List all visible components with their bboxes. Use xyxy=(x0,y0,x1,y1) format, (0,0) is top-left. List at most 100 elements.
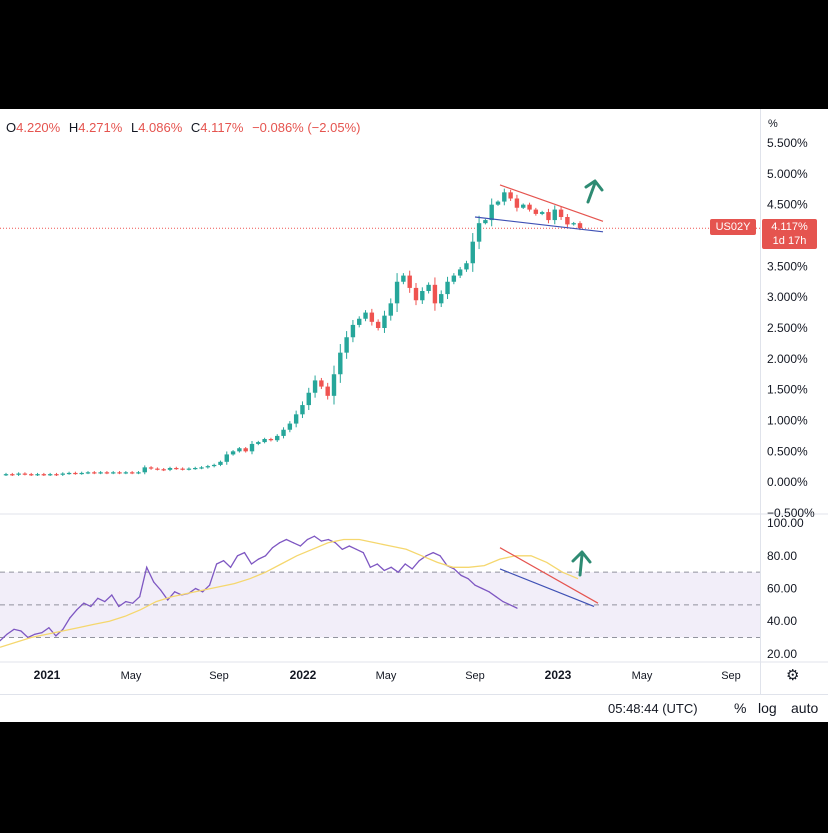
candle-body xyxy=(558,209,564,217)
time-axis-label: Sep xyxy=(465,670,485,682)
ohlc-legend: O4.220% H4.271% L4.086% C4.117% −0.086% … xyxy=(6,120,360,135)
candle-body xyxy=(180,468,185,470)
rsi-point xyxy=(0,640,1,642)
candle-body xyxy=(331,374,337,396)
candle-body xyxy=(98,472,103,474)
rsi-point xyxy=(146,566,148,568)
rsi-point xyxy=(83,602,85,604)
rsi-point xyxy=(69,617,71,619)
symbol-tag[interactable]: US02Y xyxy=(710,219,756,235)
candle-body xyxy=(161,469,166,471)
candle-body xyxy=(457,269,463,276)
log-scale-button[interactable]: log xyxy=(758,700,777,716)
candle-body xyxy=(439,294,444,304)
candle-body xyxy=(256,442,261,444)
rsi-point xyxy=(76,609,78,611)
rsi-point xyxy=(292,542,295,544)
candle-body xyxy=(193,467,198,470)
candle-body xyxy=(205,466,211,468)
open-label: O xyxy=(6,120,17,135)
rsi-tick-label: 80.00 xyxy=(767,549,797,563)
rsi-point xyxy=(411,568,413,570)
candle-body xyxy=(287,423,293,430)
rsi-resistance-trendline xyxy=(499,547,599,604)
rsi-point xyxy=(202,591,204,593)
candle-body xyxy=(136,472,141,474)
candle-body xyxy=(281,429,286,436)
rsi-point xyxy=(460,574,462,577)
rsi-point xyxy=(495,596,497,598)
last-price-value: 4.117% xyxy=(771,221,808,233)
candle-body xyxy=(66,472,72,475)
rsi-point xyxy=(90,605,92,608)
candle-body xyxy=(85,472,91,474)
candle-body xyxy=(306,392,311,406)
candle-body xyxy=(476,223,482,242)
price-tick-label: 3.500% xyxy=(767,259,808,273)
candle-body xyxy=(495,201,501,205)
rsi-point xyxy=(271,547,274,549)
time-axis-label: May xyxy=(376,670,397,682)
candle-body xyxy=(224,454,229,462)
rsi-point xyxy=(425,555,427,557)
rsi-point xyxy=(334,542,336,544)
price-tick-label: 0.500% xyxy=(767,444,808,458)
candle-body xyxy=(22,473,28,475)
candle-body xyxy=(533,209,539,214)
candle-body xyxy=(388,303,393,316)
rsi-point xyxy=(383,569,385,572)
candle-body xyxy=(394,281,400,304)
rsi-point xyxy=(250,563,253,565)
price-tick-label: 3.000% xyxy=(767,290,808,304)
gear-icon[interactable]: ⚙ xyxy=(786,667,800,684)
candle-body xyxy=(123,472,129,474)
time-axis-label: Sep xyxy=(721,670,741,682)
percent-scale-button[interactable]: % xyxy=(734,700,747,716)
candle-body xyxy=(521,204,526,208)
rsi-point xyxy=(502,600,504,603)
rsi-point xyxy=(397,571,399,573)
candle-body xyxy=(502,192,507,202)
candle-body xyxy=(92,472,97,474)
rsi-point xyxy=(111,594,113,596)
rsi-point xyxy=(153,581,155,583)
rsi-point xyxy=(369,566,371,568)
rsi-point xyxy=(467,578,469,580)
price-tick-label: 5.000% xyxy=(767,167,808,181)
rsi-point xyxy=(474,584,476,586)
rsi-point xyxy=(195,587,197,590)
rsi-tick-label: 20.00 xyxy=(767,647,797,661)
time-axis-label: 2023 xyxy=(545,668,572,682)
time-axis-label: May xyxy=(121,670,142,682)
candle-body xyxy=(117,472,122,474)
candle-body xyxy=(375,321,381,328)
candle-body xyxy=(319,380,324,387)
candle-body xyxy=(41,474,47,476)
high-value: 4.271% xyxy=(78,120,123,135)
auto-scale-button[interactable]: auto xyxy=(791,700,819,716)
bottom-toolbar: 05:48:44 (UTC) % log auto xyxy=(0,694,828,722)
chart-canvas[interactable]: 5.500%5.000%4.500%4.000%3.500%3.000%2.50… xyxy=(0,109,828,722)
close-label: C xyxy=(190,120,201,135)
candle-body xyxy=(464,263,469,270)
support-trendline xyxy=(474,216,604,233)
candle-body xyxy=(546,212,551,221)
resistance-trendline xyxy=(499,184,604,222)
rsi-point xyxy=(509,604,511,606)
candle-body xyxy=(293,414,299,424)
candle-body xyxy=(243,448,248,452)
open-value: 4.220% xyxy=(16,120,61,135)
candle-body xyxy=(363,312,368,319)
rsi-point xyxy=(13,628,15,630)
candle-body xyxy=(489,204,494,221)
rsi-point xyxy=(97,597,99,599)
candle-body xyxy=(275,435,280,441)
rsi-up-arrow-icon xyxy=(571,550,592,577)
candle-body xyxy=(47,474,53,476)
rsi-point xyxy=(118,605,120,608)
candle-body xyxy=(129,472,135,474)
rsi-point xyxy=(139,596,141,598)
candle-body xyxy=(148,467,154,469)
rsi-point xyxy=(362,551,364,554)
price-tick-label: 0.000% xyxy=(767,475,808,489)
